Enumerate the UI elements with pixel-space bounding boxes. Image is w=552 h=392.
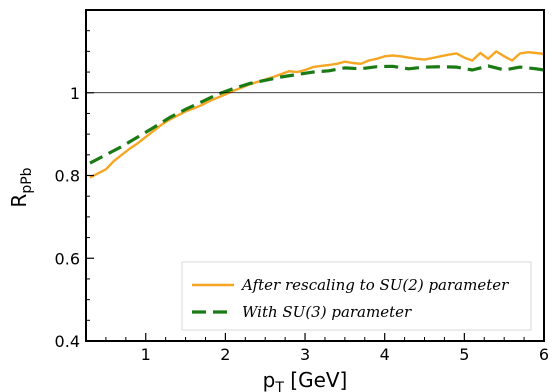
y-tick-label: 1	[70, 84, 80, 103]
legend-box	[181, 261, 532, 331]
ticks-layer: 1 2 3 4 5 6 0.4 0.6 0.8 1	[55, 30, 549, 364]
legend-label-1: After rescaling to SU(2) parameter	[240, 276, 509, 294]
y-tick-label: 0.4	[55, 332, 80, 351]
x-axis-label-main: p	[263, 368, 276, 392]
y-axis-label: RpPb	[7, 167, 35, 207]
x-tick-label: 4	[380, 345, 390, 364]
x-axis-label: pT [GeV]	[263, 368, 348, 392]
y-axis-label-sub: pPb	[19, 167, 35, 193]
legend: After rescaling to SU(2) parameter With S…	[181, 261, 532, 331]
x-tick-label: 2	[220, 345, 230, 364]
series-line-1	[89, 50, 545, 179]
series-layer	[89, 50, 545, 179]
x-tick-label: 6	[539, 345, 549, 364]
plot-frame	[85, 9, 545, 342]
legend-label-2: With SU(3) parameter	[242, 303, 412, 321]
x-axis-label-unit: [GeV]	[284, 368, 347, 392]
series-line-2	[89, 64, 545, 165]
y-tick-label: 0.6	[55, 249, 80, 268]
x-tick-label: 1	[141, 345, 151, 364]
x-tick-label: 5	[459, 345, 469, 364]
x-tick-label: 3	[300, 345, 310, 364]
x-axis-label-sub: T	[274, 380, 284, 392]
y-tick-label: 0.8	[55, 167, 80, 186]
y-axis-label-main: R	[7, 194, 31, 208]
